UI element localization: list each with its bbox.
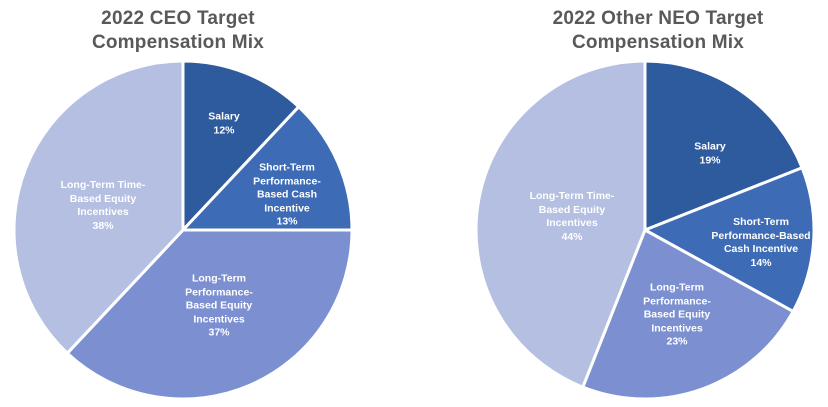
ceo-chart-title: 2022 CEO Target Compensation Mix xyxy=(18,7,338,55)
chart-title-line: 2022 Other NEO Target xyxy=(552,8,764,29)
chart-title-line: 2022 CEO Target xyxy=(101,8,255,29)
chart-title-line: Compensation Mix xyxy=(91,32,265,53)
ceo-pie-chart-panel: 2022 CEO Target Compensation Mix Salary 1… xyxy=(12,7,354,401)
pie-slice-salary xyxy=(181,59,301,232)
pie-slice-long-term-time-based-equity-incentives xyxy=(12,59,185,355)
chart-title-line: Compensation Mix xyxy=(571,32,745,53)
ceo-pie xyxy=(12,59,354,401)
pie-slice-short-term-performance-based-cash-incentive xyxy=(181,105,354,232)
neo-chart-title: 2022 Other NEO Target Compensation Mix xyxy=(498,7,818,55)
pie-slice-salary xyxy=(643,59,804,232)
pie-slice-long-term-performance-based-equity-incentives xyxy=(581,228,795,401)
neo-pie xyxy=(474,59,816,401)
neo-pie-chart-panel: 2022 Other NEO Target Compensation Mix S… xyxy=(414,0,828,407)
pie-slice-long-term-performance-based-equity-incentives xyxy=(65,228,354,401)
pie-slice-short-term-performance-based-cash-incentive xyxy=(643,166,816,313)
pie-slice-long-term-time-based-equity-incentives xyxy=(474,59,647,389)
